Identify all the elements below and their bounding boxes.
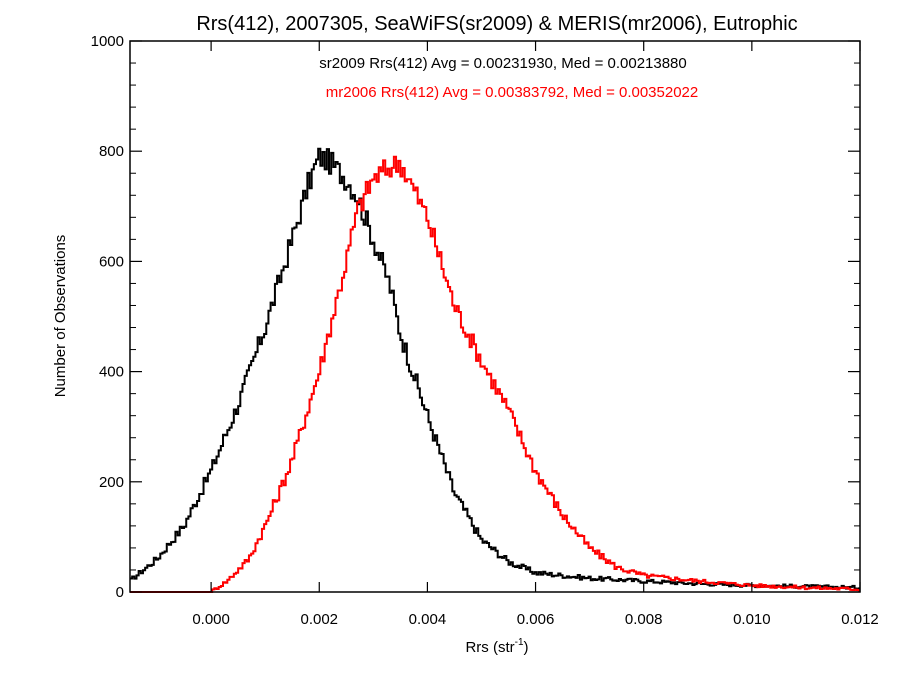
x-tick-label: 0.008 [625,611,663,628]
x-tick-label: 0.010 [733,611,771,628]
y-tick-label: 800 [99,143,124,160]
annotation-mr2006: mr2006 Rrs(412) Avg = 0.00383792, Med = … [326,84,699,101]
x-tick-label: 0.002 [300,611,338,628]
y-tick-label: 200 [99,474,124,491]
y-tick-label: 0 [116,584,124,601]
x-axis-label: Rrs (str-1) [465,637,528,656]
x-axis: 0.000 0.002 0.004 0.006 0.008 0.010 0.012 [192,41,879,628]
series-layer [130,147,860,593]
y-tick-label: 600 [99,253,124,270]
x-axis-label-close: ) [524,639,529,656]
chart-title: Rrs(412), 2007305, SeaWiFS(sr2009) & MER… [196,13,797,35]
x-tick-label: 0.006 [517,611,555,628]
y-axis-label: Number of Observations [52,235,69,398]
y-tick-label: 1000 [91,33,124,50]
y-tick-label: 400 [99,364,124,381]
plot-frame [129,40,861,593]
annotation-sr2009: sr2009 Rrs(412) Avg = 0.00231930, Med = … [319,55,687,72]
y-axis: 0 200 400 600 800 1000 [91,33,860,601]
x-tick-label: 0.012 [841,611,879,628]
series-line-mr2006 [130,155,860,593]
x-tick-label: 0.004 [409,611,447,628]
x-tick-label: 0.000 [192,611,230,628]
x-axis-label-main: Rrs (str [465,639,514,656]
x-axis-label-sup: -1 [515,637,524,648]
series-line-sr2009 [130,147,860,590]
